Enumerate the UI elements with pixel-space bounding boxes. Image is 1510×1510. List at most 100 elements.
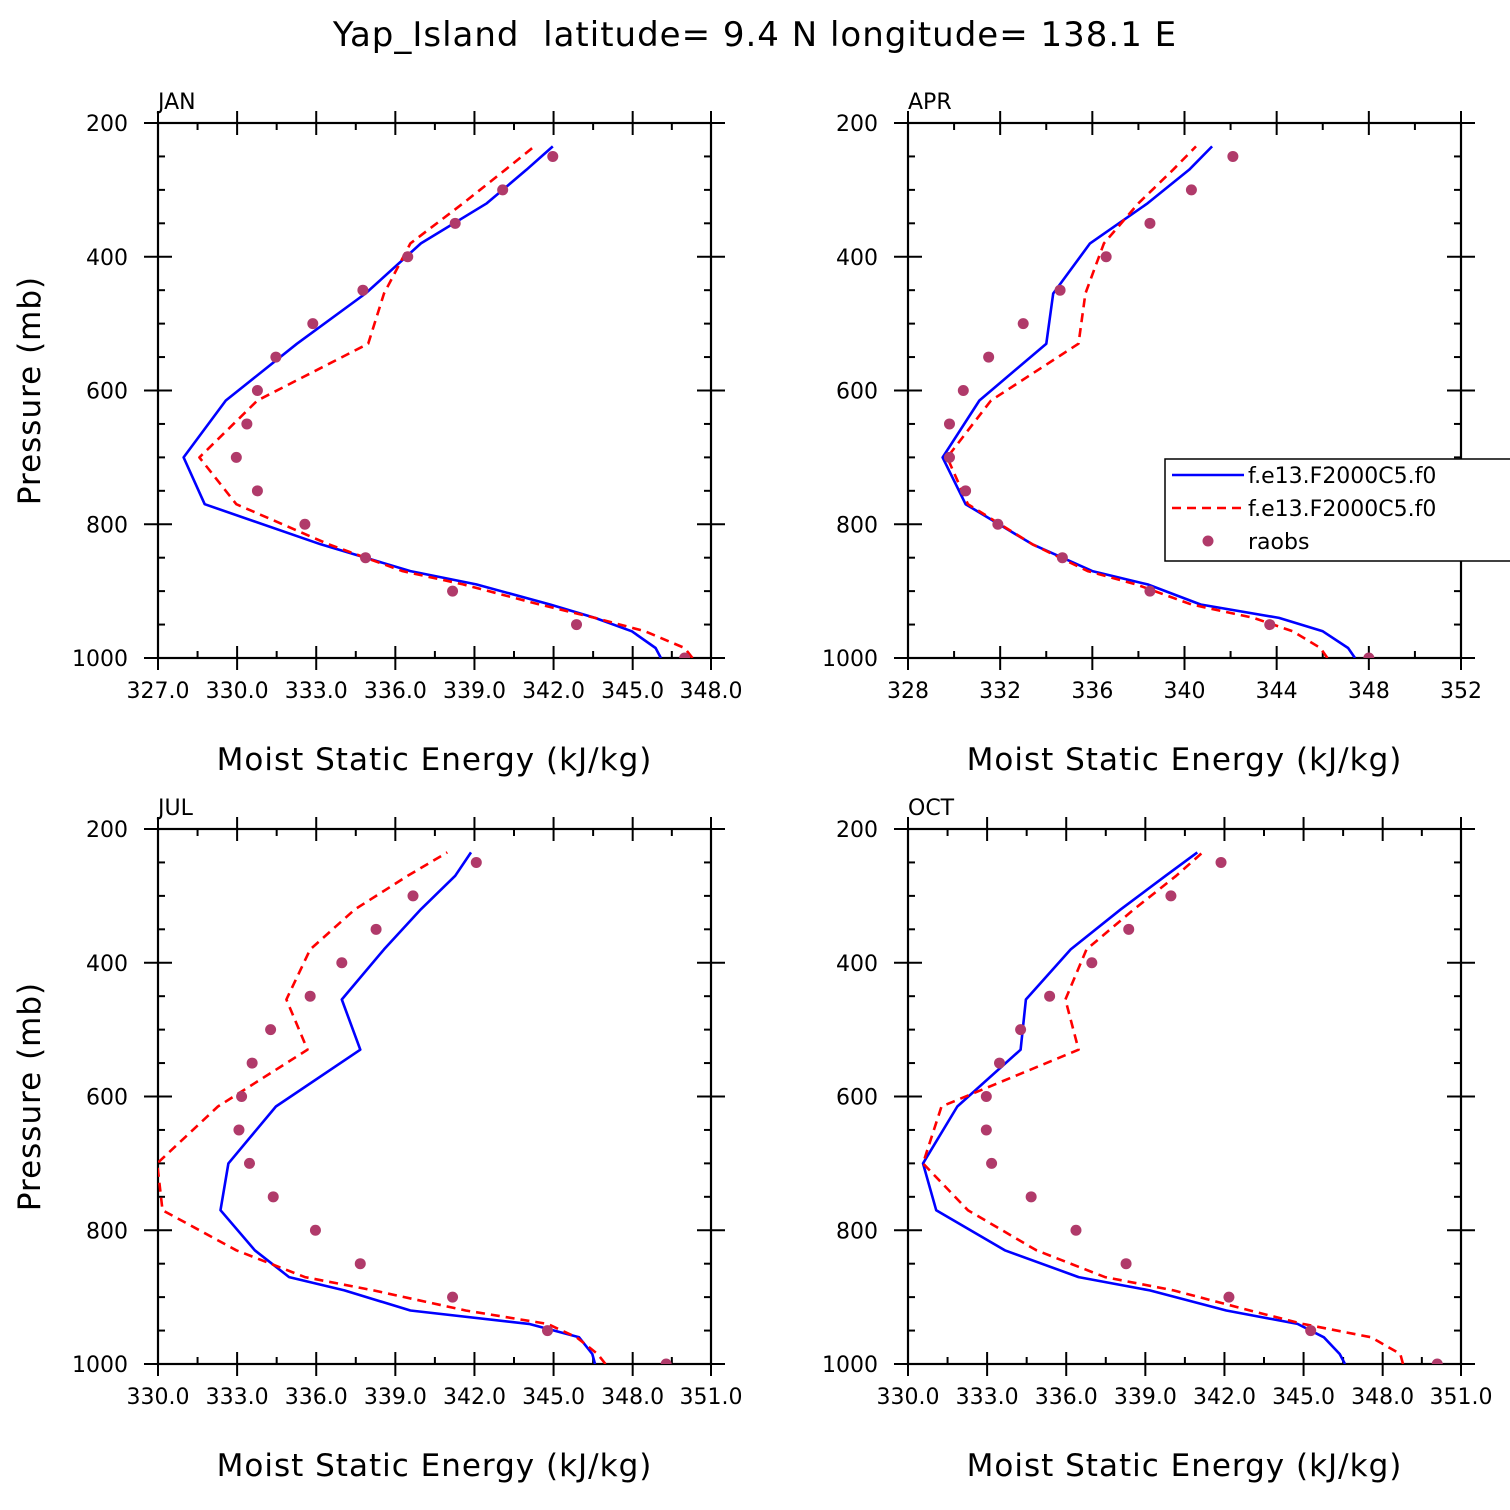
x-axis-label: Moist Static Energy (kJ/kg): [967, 1448, 1403, 1484]
obs-point: [251, 485, 263, 497]
obs-point: [571, 619, 583, 631]
y-tick-label: 400: [86, 246, 128, 271]
x-tick-label: 340: [1164, 679, 1206, 704]
x-tick-label: 345.0: [522, 1385, 585, 1410]
obs-point: [1144, 217, 1156, 229]
x-tick-label: 339.0: [1114, 1385, 1177, 1410]
x-tick-label: 348.0: [1351, 1385, 1414, 1410]
obs-point: [360, 552, 372, 564]
obs-point: [354, 1258, 366, 1270]
panel-jul: 200 400 600 800 1000 330.0 333.0 336.0 339.0 342.…: [12, 796, 742, 1484]
obs-point: [449, 217, 461, 229]
obs-point: [1144, 585, 1156, 597]
y-tick-label: 800: [86, 513, 128, 538]
obs-point: [270, 351, 282, 363]
obs-point: [470, 856, 482, 868]
x-tick-label: 336.0: [285, 1385, 348, 1410]
obs-point: [1086, 957, 1098, 969]
x-tick-label: 330.0: [127, 1385, 190, 1410]
obs-point: [497, 184, 509, 196]
obs-point: [1054, 284, 1066, 296]
obs-point: [1264, 619, 1276, 631]
obs-point: [233, 1124, 245, 1136]
y-axis-label: Pressure (mb): [12, 982, 48, 1211]
panels: 200 400 600 800 1000 327.0 330.0 333.0 336.0 339.…: [12, 90, 1492, 1484]
y-tick-label: 600: [86, 380, 128, 405]
obs-point: [1123, 923, 1135, 935]
series-line-model1: [219, 851, 597, 1364]
series-group: [941, 145, 1375, 658]
panel-label: JUL: [156, 796, 194, 821]
y-tick-label: 200: [836, 818, 878, 843]
x-axis-label: Moist Static Energy (kJ/kg): [967, 742, 1403, 778]
obs-point: [1223, 1291, 1235, 1303]
y-tick-label: 200: [86, 112, 128, 137]
x-tick-label: 330.0: [206, 679, 269, 704]
x-tick-label: 333.0: [206, 1385, 269, 1410]
y-tick-label: 600: [836, 1086, 878, 1111]
y-tick-label: 1000: [72, 1353, 128, 1378]
obs-point: [246, 1057, 258, 1069]
x-tick-label: 336.0: [1035, 1385, 1098, 1410]
x-axis-label: Moist Static Energy (kJ/kg): [217, 1448, 653, 1484]
y-tick-label: 800: [836, 1219, 878, 1244]
obs-point: [1227, 150, 1239, 162]
obs-point: [407, 890, 419, 902]
y-tick-label: 600: [86, 1086, 128, 1111]
panel-oct: 200 400 600 800 1000 330.0 333.0 336.0 339.0 342.…: [822, 796, 1492, 1484]
obs-point: [1185, 184, 1197, 196]
legend-label-model1: f.e13.F2000C5.f0: [1248, 464, 1436, 489]
series-group: [158, 851, 672, 1364]
obs-point: [370, 923, 382, 935]
obs-point: [980, 1124, 992, 1136]
obs-point: [992, 518, 1004, 530]
y-tick-label: 400: [836, 246, 878, 271]
obs-point: [1044, 990, 1056, 1002]
series-line-model2: [158, 851, 607, 1364]
series-group: [182, 145, 694, 658]
x-tick-label: 333.0: [956, 1385, 1019, 1410]
y-tick-label: 800: [836, 513, 878, 538]
obs-point: [960, 485, 972, 497]
panel-label: JAN: [156, 90, 196, 115]
obs-point: [1120, 1258, 1132, 1270]
x-tick-label: 348.0: [601, 1385, 664, 1410]
x-tick-label: 336.0: [364, 679, 427, 704]
x-tick-label: 352: [1440, 679, 1482, 704]
obs-point: [957, 385, 969, 396]
series-group: [921, 851, 1443, 1364]
obs-point: [1431, 1358, 1443, 1364]
y-tick-label: 200: [86, 818, 128, 843]
obs-point: [304, 990, 316, 1002]
y-tick-label: 1000: [822, 1353, 878, 1378]
x-tick-label: 327.0: [127, 679, 190, 704]
obs-point: [241, 418, 253, 430]
panel-apr: 200 400 600 800 1000 328 332 336 340 344 348 352 APR…: [822, 90, 1482, 778]
obs-point: [447, 1291, 459, 1303]
obs-point: [299, 518, 311, 530]
x-axis-label: Moist Static Energy (kJ/kg): [217, 742, 653, 778]
obs-point: [986, 1157, 998, 1169]
figure-title: Yap_Island latitude= 9.4 N longitude= 13…: [332, 15, 1177, 55]
obs-point: [660, 1358, 672, 1364]
legend-label-model2: f.e13.F2000C5.f0: [1248, 497, 1436, 522]
panel-label: APR: [908, 90, 952, 115]
obs-point: [307, 318, 319, 330]
obs-point: [336, 957, 348, 969]
obs-point: [943, 451, 955, 463]
obs-point: [1056, 552, 1068, 564]
obs-point: [980, 1091, 992, 1102]
obs-point: [1070, 1224, 1082, 1236]
y-tick-label: 800: [86, 1219, 128, 1244]
series-line-model2: [921, 851, 1405, 1364]
obs-point: [267, 1191, 279, 1203]
obs-point: [541, 1325, 553, 1337]
y-tick-label: 1000: [822, 647, 878, 672]
obs-point: [547, 150, 559, 162]
obs-point: [1015, 1024, 1027, 1036]
x-tick-label: 328: [887, 679, 929, 704]
x-tick-label: 345.0: [601, 679, 664, 704]
x-tick-label: 342.0: [522, 679, 585, 704]
x-tick-label: 342.0: [1193, 1385, 1256, 1410]
